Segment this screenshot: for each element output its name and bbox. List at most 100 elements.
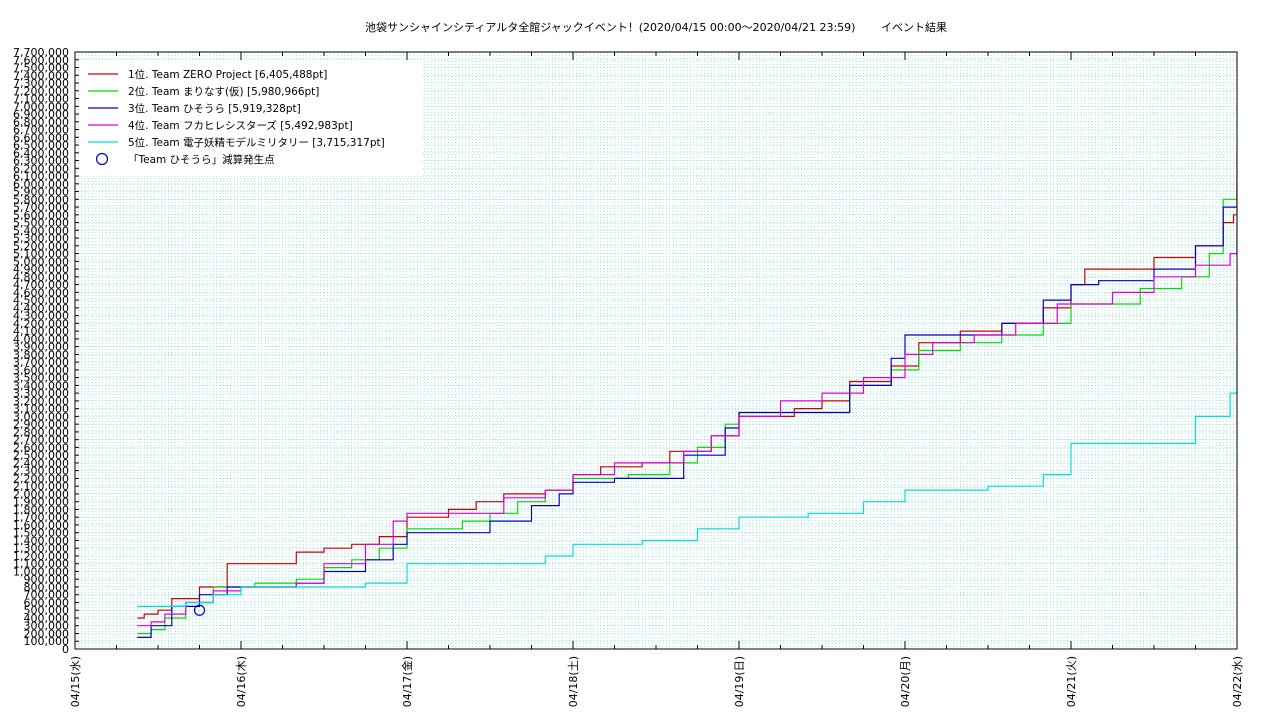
x-tick-label: 04/19(日) <box>733 656 746 707</box>
legend-entry: 3位. Team ひそうら [5,919,328pt] <box>128 102 301 115</box>
x-tick-label: 04/22(水) <box>1231 656 1244 707</box>
legend-box <box>80 60 422 176</box>
y-tick-label: 6,800,000 <box>13 116 69 129</box>
y-tick-label: 1,300,000 <box>13 542 69 555</box>
y-tick-label: 1,100,000 <box>13 558 69 571</box>
y-tick-label: 3,100,000 <box>13 403 69 416</box>
y-tick-label: 4,200,000 <box>13 317 69 330</box>
y-tick-label: 3,800,000 <box>13 348 69 361</box>
y-tick-label: 4,900,000 <box>13 263 69 276</box>
y-tick-label: 6,400,000 <box>13 147 69 160</box>
y-tick-label: 4,500,000 <box>13 294 69 307</box>
y-tick-label: 4,400,000 <box>13 302 69 315</box>
y-tick-label: 7,300,000 <box>13 77 69 90</box>
y-tick-label: 5,700,000 <box>13 201 69 214</box>
y-tick-label: 2,700,000 <box>13 434 69 447</box>
y-tick-label: 3,300,000 <box>13 387 69 400</box>
y-tick-label: 4,300,000 <box>13 310 69 323</box>
x-tick-label: 04/15(水) <box>69 656 82 707</box>
y-tick-label: 1,200,000 <box>13 550 69 563</box>
y-tick-label: 4,000,000 <box>13 333 69 346</box>
y-tick-label: 7,600,000 <box>13 54 69 67</box>
y-tick-label: 3,400,000 <box>13 379 69 392</box>
y-tick-label: 3,000,000 <box>13 410 69 423</box>
legend-entry: 2位. Team まりなす(仮) [5,980,966pt] <box>128 85 319 98</box>
y-tick-label: 7,100,000 <box>13 93 69 106</box>
y-tick-label: 7,000,000 <box>13 100 69 113</box>
y-tick-label: 2,400,000 <box>13 457 69 470</box>
y-tick-label: 2,200,000 <box>13 472 69 485</box>
chart-title: 池袋サンシャインシティアルタ全館ジャックイベント！(2020/04/15 00:… <box>365 20 947 34</box>
y-tick-label: 900,000 <box>24 573 70 586</box>
y-tick-label: 5,500,000 <box>13 217 69 230</box>
y-tick-label: 200,000 <box>24 627 70 640</box>
legend-entry: 1位. Team ZERO Project [6,405,488pt] <box>128 68 327 81</box>
y-tick-label: 5,900,000 <box>13 186 69 199</box>
y-tick-label: 6,900,000 <box>13 108 69 121</box>
y-tick-label: 0 <box>62 643 69 656</box>
y-tick-label: 7,500,000 <box>13 62 69 75</box>
y-tick-label: 1,500,000 <box>13 527 69 540</box>
y-tick-label: 2,800,000 <box>13 426 69 439</box>
y-tick-label: 2,900,000 <box>13 418 69 431</box>
y-tick-label: 4,700,000 <box>13 279 69 292</box>
legend-marker-swatch <box>95 152 109 166</box>
y-tick-label: 1,900,000 <box>13 496 69 509</box>
y-tick-label: 1,400,000 <box>13 534 69 547</box>
y-tick-label: 500,000 <box>24 604 70 617</box>
y-tick-label: 5,800,000 <box>13 193 69 206</box>
subtraction-marker <box>193 604 206 616</box>
y-tick-label: 1,700,000 <box>13 511 69 524</box>
x-tick-label: 04/16(木) <box>235 656 248 707</box>
y-tick-label: 2,000,000 <box>13 488 69 501</box>
y-tick-label: 5,300,000 <box>13 232 69 245</box>
legend: 1位. Team ZERO Project [6,405,488pt] 2位. T… <box>80 60 422 176</box>
y-tick-label: 2,500,000 <box>13 449 69 462</box>
y-tick-label: 6,100,000 <box>13 170 69 183</box>
y-tick-label: 7,700,000 <box>13 46 69 59</box>
y-tick-label: 800,000 <box>24 581 70 594</box>
x-tick-label: 04/21(火) <box>1065 656 1078 707</box>
x-tick-label: 04/20(月) <box>899 656 912 707</box>
y-tick-label: 4,600,000 <box>13 286 69 299</box>
y-tick-label: 3,700,000 <box>13 356 69 369</box>
y-tick-label: 300,000 <box>24 620 70 633</box>
y-tick-label: 7,400,000 <box>13 69 69 82</box>
y-tick-label: 7,200,000 <box>13 85 69 98</box>
y-tick-label: 600,000 <box>24 596 70 609</box>
x-tick-label: 04/17(金) <box>400 656 414 707</box>
y-tick-label: 6,300,000 <box>13 155 69 168</box>
y-tick-label: 3,200,000 <box>13 395 69 408</box>
y-tick-label: 3,500,000 <box>13 372 69 385</box>
legend-entry: 4位. Team フカヒレシスターズ [5,492,983pt] <box>128 119 353 132</box>
y-tick-label: 3,900,000 <box>13 341 69 354</box>
y-tick-label: 6,200,000 <box>13 162 69 175</box>
marker-layer <box>193 604 206 616</box>
x-tick-label: 04/18(土) <box>567 656 580 707</box>
y-tick-label: 5,400,000 <box>13 224 69 237</box>
y-tick-label: 5,600,000 <box>13 209 69 222</box>
y-tick-label: 5,100,000 <box>13 248 69 261</box>
y-tick-label: 2,100,000 <box>13 480 69 493</box>
y-tick-label: 400,000 <box>24 612 70 625</box>
series-line-5 <box>137 360 1237 607</box>
y-tick-label: 5,000,000 <box>13 255 69 268</box>
y-tick-label: 4,800,000 <box>13 271 69 284</box>
y-tick-label: 6,700,000 <box>13 124 69 137</box>
y-tick-label: 1,600,000 <box>13 519 69 532</box>
y-tick-label: 3,600,000 <box>13 364 69 377</box>
y-tick-label: 100,000 <box>24 635 70 648</box>
y-tick-label: 6,500,000 <box>13 139 69 152</box>
legend-entry: 5位. Team 電子妖精モデルミリタリー [3,715,317pt] <box>128 136 385 149</box>
y-tick-label: 1,000,000 <box>13 565 69 578</box>
legend-entry: 「Team ひそうら」減算発生点 <box>128 153 275 166</box>
y-tick-label: 1,800,000 <box>13 503 69 516</box>
y-tick-label: 5,200,000 <box>13 240 69 253</box>
y-tick-label: 4,100,000 <box>13 325 69 338</box>
y-tick-label: 700,000 <box>24 589 70 602</box>
y-tick-label: 6,600,000 <box>13 131 69 144</box>
y-tick-label: 6,000,000 <box>13 178 69 191</box>
axes: 0100,000200,000300,000400,000500,000600,… <box>13 46 1244 707</box>
y-tick-label: 2,600,000 <box>13 441 69 454</box>
